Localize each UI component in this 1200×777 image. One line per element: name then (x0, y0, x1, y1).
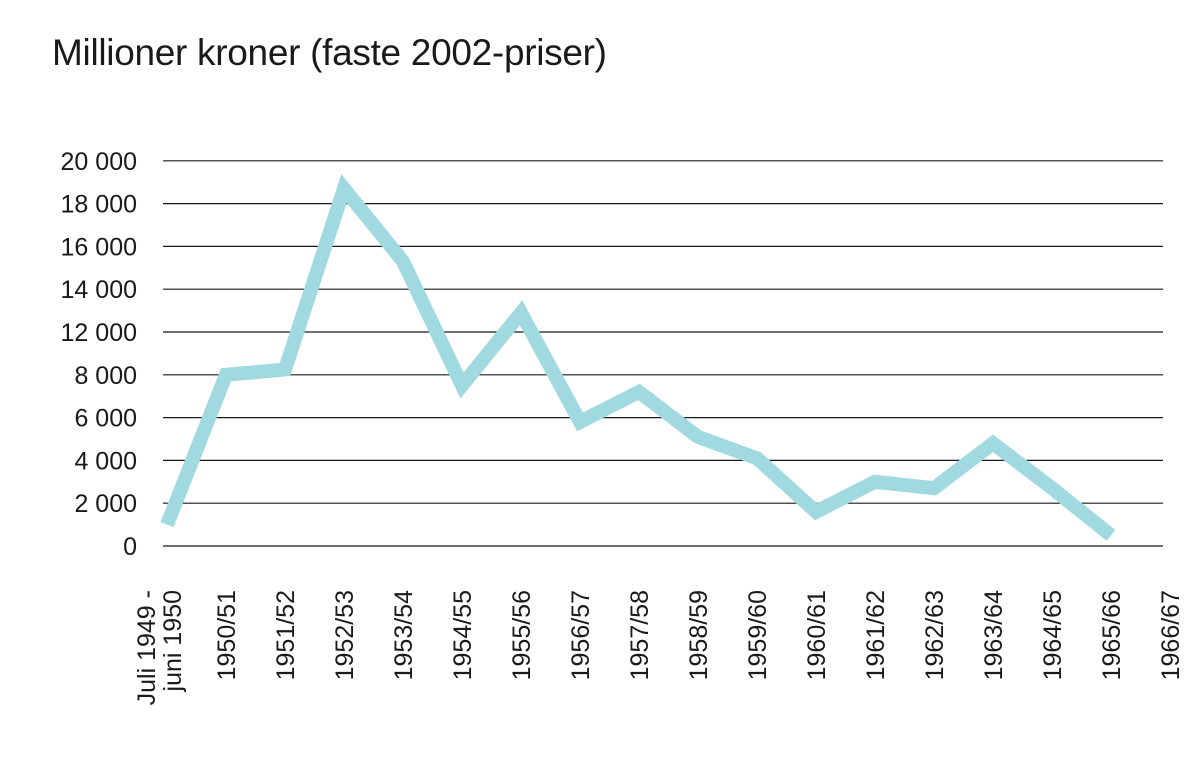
x-tick-label: 1962/63 (921, 590, 949, 680)
chart-title: Millioner kroner (faste 2002-priser) (52, 32, 607, 73)
x-tick-label: 1952/53 (331, 590, 359, 680)
x-axis-tick-labels: Juli 1949 -juni 1950 1950/51 1951/52 1952/5… (133, 590, 1185, 705)
x-tick-label: 1953/54 (390, 590, 418, 680)
x-tick-label: 1950/51 (213, 590, 241, 680)
y-tick-label: 16 000 (61, 233, 137, 261)
x-tick-label: 1957/58 (626, 590, 654, 680)
x-tick-label: 1959/60 (744, 590, 772, 680)
x-tick-label: 1956/57 (567, 590, 595, 680)
series-line (160, 174, 1116, 541)
series-layer (160, 174, 1116, 541)
x-tick-label: Juli 1949 -juni 1950 (133, 590, 187, 705)
y-tick-label: 12 000 (61, 319, 137, 347)
y-tick-label: 4 000 (74, 447, 137, 475)
x-tick-label: 1961/62 (862, 590, 890, 680)
x-tick-label: 1963/64 (980, 590, 1008, 680)
x-tick-label: 1966/67 (1157, 590, 1185, 680)
y-tick-label: 18 000 (61, 191, 137, 219)
x-tick-label: 1954/55 (449, 590, 477, 680)
x-tick-label: 1951/52 (272, 590, 300, 680)
y-tick-label: 0 (123, 533, 137, 561)
gridlines (163, 160, 1163, 547)
y-tick-label: 8 000 (74, 362, 137, 390)
x-tick-label: 1965/66 (1098, 590, 1126, 680)
x-tick-label: 1955/56 (508, 590, 536, 680)
x-tick-label: 1960/61 (803, 590, 831, 680)
y-tick-label: 20 000 (61, 148, 137, 176)
y-tick-label: 2 000 (74, 490, 137, 518)
x-tick-label: 1958/59 (685, 590, 713, 680)
y-tick-label: 6 000 (74, 405, 137, 433)
y-tick-label: 14 000 (61, 276, 137, 304)
x-tick-label: 1964/65 (1039, 590, 1067, 680)
y-axis-tick-labels: 0 2 000 4 000 6 000 8 000 12 000 14 000 16 000 1… (61, 148, 137, 561)
